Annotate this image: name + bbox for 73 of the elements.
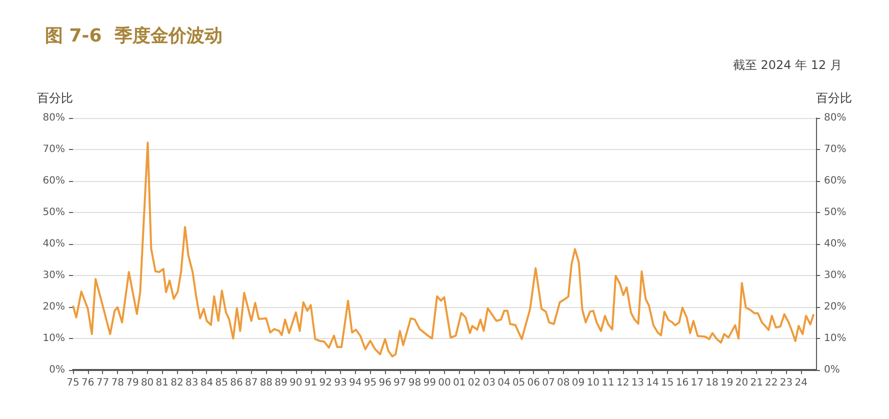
x-tick-label: 15 <box>661 378 674 388</box>
x-tick-label: 19 <box>720 378 734 388</box>
y-tick-label: 0% <box>49 364 65 376</box>
x-tick-label: 22 <box>765 378 778 388</box>
x-tick-label: 89 <box>274 378 288 388</box>
x-tick-label: 16 <box>676 378 689 388</box>
y2-tick-label: 70% <box>824 144 846 155</box>
x-tick-label: 08 <box>557 378 570 388</box>
x-tick-label: 01 <box>452 378 466 388</box>
x-tick-label: 87 <box>244 378 258 388</box>
y-tick-label: 70% <box>42 144 65 155</box>
x-tick-label: 86 <box>230 378 243 388</box>
x-tick-label: 24 <box>794 378 808 388</box>
x-tick-label: 81 <box>156 378 169 388</box>
x-tick-label: 90 <box>290 378 302 388</box>
y-tick-label: 50% <box>42 207 65 218</box>
x-tick-label: 91 <box>304 378 318 388</box>
y2-axis-title: 百分比 <box>816 91 852 105</box>
x-tick-label: 17 <box>690 378 704 388</box>
y2-tick-label: 60% <box>824 176 846 186</box>
x-tick-label: 09 <box>572 378 585 388</box>
x-tick-label: 75 <box>66 378 80 388</box>
y-tick-label: 80% <box>42 112 65 124</box>
x-tick-label: 85 <box>215 378 228 388</box>
x-tick-label: 79 <box>126 378 139 388</box>
line-series <box>72 142 815 358</box>
x-tick-label: 02 <box>468 378 481 388</box>
x-tick-label: 07 <box>542 378 555 388</box>
y-tick-label: 40% <box>42 238 65 250</box>
x-tick-label: 05 <box>512 378 526 388</box>
x-tick-label: 00 <box>438 378 451 388</box>
x-tick-label: 13 <box>631 378 644 388</box>
y2-tick-label: 0% <box>824 364 840 376</box>
y2-tick-label: 50% <box>824 207 846 218</box>
x-tick-label: 14 <box>646 378 659 388</box>
x-tick-label: 83 <box>186 378 198 388</box>
x-tick-label: 12 <box>616 378 630 388</box>
y2-tick-label: 20% <box>824 302 846 312</box>
x-tick-label: 10 <box>586 378 600 388</box>
y2-tick-label: 40% <box>824 238 846 250</box>
y-tick-label: 20% <box>42 302 65 312</box>
x-tick-label: 04 <box>498 378 510 388</box>
y-axis-title: 百分比 <box>37 91 73 105</box>
x-tick-label: 78 <box>111 378 124 388</box>
x-tick-label: 98 <box>408 378 422 388</box>
x-tick-label: 82 <box>170 378 184 388</box>
x-tick-label: 93 <box>334 378 347 388</box>
y2-tick-label: 30% <box>824 270 846 281</box>
x-tick-label: 92 <box>319 378 332 388</box>
x-tick-label: 23 <box>780 378 793 388</box>
x-tick-label: 95 <box>364 378 377 388</box>
x-tick-label: 21 <box>750 378 763 388</box>
x-tick-label: 18 <box>706 378 718 388</box>
y-tick-label: 60% <box>42 176 65 186</box>
x-tick-label: 80 <box>140 378 154 388</box>
chart-subtitle: 截至 2024 年 12 月 <box>732 58 842 72</box>
x-tick-label: 94 <box>348 378 362 388</box>
x-tick-label: 96 <box>378 378 392 388</box>
x-tick-label: 06 <box>527 378 540 388</box>
x-tick-label: 84 <box>200 378 214 388</box>
x-tick-label: 88 <box>260 378 273 388</box>
x-tick-label: 97 <box>394 378 406 388</box>
x-tick-label: 99 <box>423 378 436 388</box>
y2-tick-label: 80% <box>824 112 846 124</box>
y-tick-label: 10% <box>42 333 65 344</box>
y2-tick-label: 10% <box>824 333 846 344</box>
x-tick-label: 76 <box>81 378 94 388</box>
chart-title: 图 7-6 季度金价波动 <box>45 26 222 46</box>
x-tick-label: 11 <box>602 378 614 388</box>
x-tick-label: 20 <box>735 378 748 388</box>
x-tick-label: 77 <box>96 378 110 388</box>
x-tick-label: 03 <box>482 378 496 388</box>
y-tick-label: 30% <box>42 270 65 281</box>
